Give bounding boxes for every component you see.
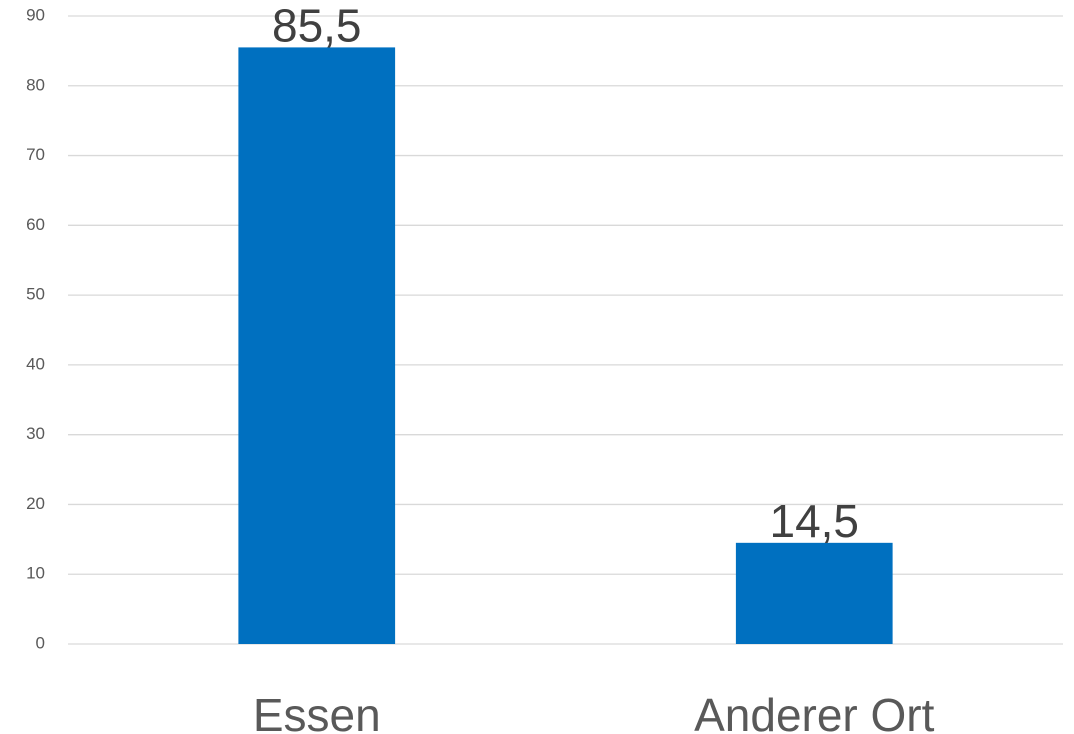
x-tick-label: Essen bbox=[253, 689, 381, 734]
y-tick-label: 40 bbox=[26, 354, 45, 373]
y-tick-label: 0 bbox=[36, 633, 45, 652]
y-tick-label: 20 bbox=[26, 494, 45, 513]
bar bbox=[238, 47, 396, 644]
y-tick-label: 10 bbox=[26, 564, 45, 583]
y-tick-label: 30 bbox=[26, 424, 45, 443]
y-tick-label: 90 bbox=[26, 5, 45, 24]
data-label: 85,5 bbox=[272, 0, 362, 51]
y-tick-label: 50 bbox=[26, 285, 45, 304]
y-tick-label: 60 bbox=[26, 215, 45, 234]
x-tick-label: Anderer Ort bbox=[694, 689, 935, 734]
y-tick-label: 70 bbox=[26, 145, 45, 164]
bar bbox=[735, 542, 893, 644]
data-label: 14,5 bbox=[769, 495, 859, 547]
y-tick-label: 80 bbox=[26, 75, 45, 94]
